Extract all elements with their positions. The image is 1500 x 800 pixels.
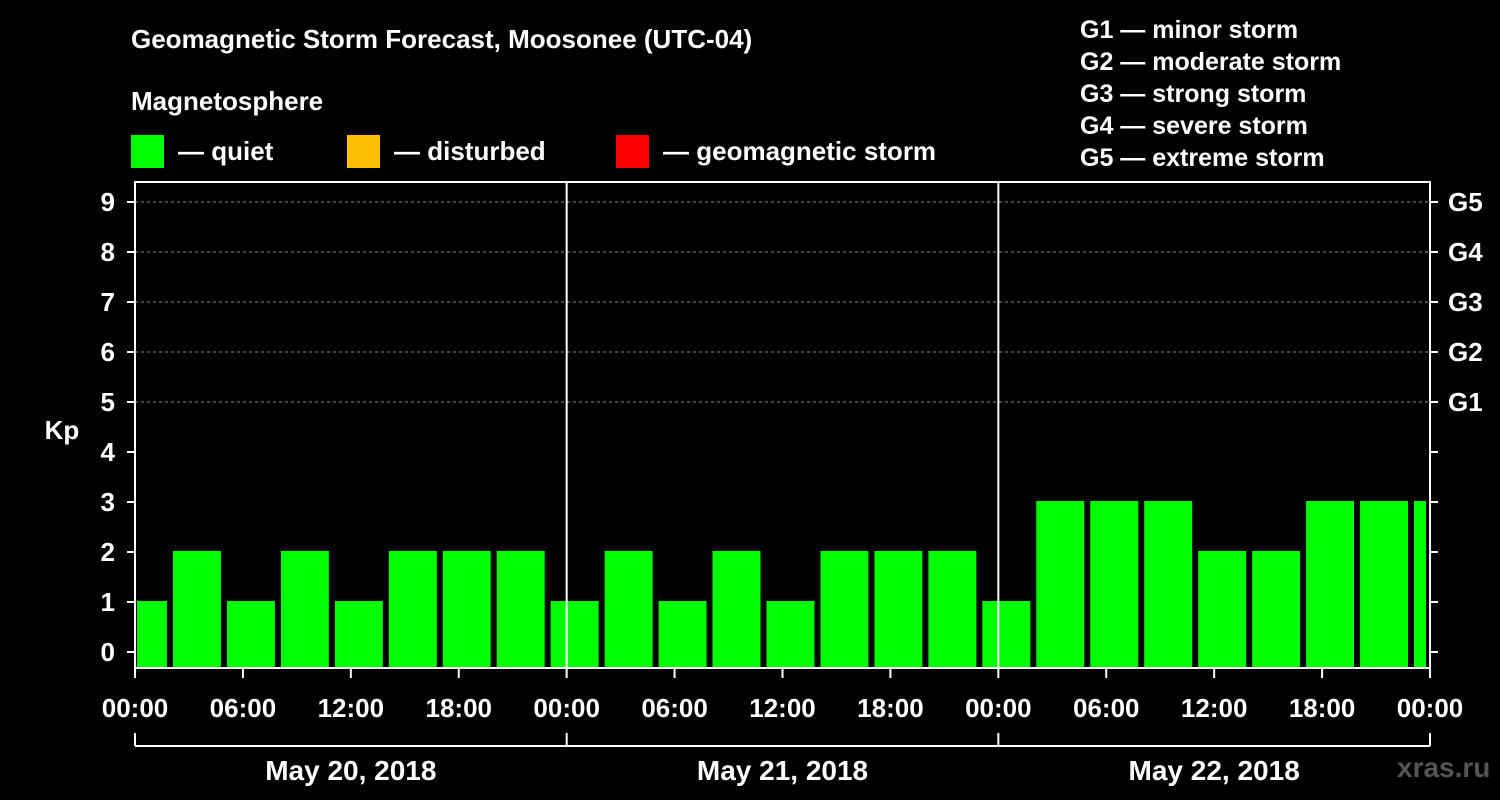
storm-scale-g4: G4 — severe storm bbox=[1080, 112, 1308, 140]
y-tick-label-2: 2 bbox=[101, 537, 115, 567]
y-tick-label-9: 9 bbox=[101, 187, 115, 217]
bar-17 bbox=[1036, 501, 1085, 668]
x-tick-label-3: 18:00 bbox=[426, 693, 493, 723]
x-tick-label-5: 06:00 bbox=[641, 693, 708, 723]
bar-21 bbox=[1252, 551, 1301, 668]
chart-subtitle: Magnetosphere bbox=[131, 86, 324, 116]
x-tick-label-9: 06:00 bbox=[1073, 693, 1140, 723]
legend-swatch-disturbed bbox=[347, 134, 380, 168]
bar-15 bbox=[928, 551, 977, 668]
right-tick-label-G3: G3 bbox=[1448, 287, 1483, 317]
storm-scale-g2: G2 — moderate storm bbox=[1080, 48, 1342, 76]
day-label-0: May 20, 2018 bbox=[265, 755, 436, 786]
x-tick-label-10: 12:00 bbox=[1181, 693, 1248, 723]
bar-24 bbox=[1414, 501, 1426, 668]
x-tick-label-8: 00:00 bbox=[965, 693, 1032, 723]
y-tick-label-1: 1 bbox=[101, 587, 115, 617]
right-tick-label-G4: G4 bbox=[1448, 237, 1483, 267]
bar-18 bbox=[1090, 501, 1139, 668]
right-tick-label-G1: G1 bbox=[1448, 387, 1483, 417]
right-tick-label-G2: G2 bbox=[1448, 337, 1483, 367]
bar-9 bbox=[604, 551, 653, 668]
bar-2 bbox=[226, 601, 275, 668]
legend-item-disturbed: — disturbed bbox=[347, 134, 546, 168]
y-tick-label-6: 6 bbox=[101, 337, 115, 367]
bar-4 bbox=[334, 601, 383, 668]
x-tick-label-12: 00:00 bbox=[1397, 693, 1464, 723]
legend-item-storm: — geomagnetic storm bbox=[616, 134, 936, 168]
bar-6 bbox=[442, 551, 491, 668]
bar-20 bbox=[1198, 551, 1247, 668]
x-tick-label-1: 06:00 bbox=[210, 693, 277, 723]
day-label-2: May 22, 2018 bbox=[1129, 755, 1300, 786]
legend-label-disturbed: — disturbed bbox=[394, 135, 546, 166]
bar-3 bbox=[280, 551, 329, 668]
x-tick-label-7: 18:00 bbox=[857, 693, 924, 723]
y-tick-label-5: 5 bbox=[101, 387, 115, 417]
chart-title: Geomagnetic Storm Forecast, Moosonee (UT… bbox=[131, 24, 753, 54]
right-tick-label-G5: G5 bbox=[1448, 187, 1483, 217]
storm-scale-g1: G1 — minor storm bbox=[1080, 16, 1299, 44]
bar-19 bbox=[1144, 501, 1193, 668]
bar-13 bbox=[820, 551, 869, 668]
legend-swatch-storm bbox=[616, 134, 649, 168]
bar-8 bbox=[550, 601, 599, 668]
y-tick-label-8: 8 bbox=[101, 237, 115, 267]
bar-16 bbox=[982, 601, 1031, 668]
bar-7 bbox=[496, 551, 545, 668]
legend-swatch-quiet bbox=[131, 134, 164, 168]
bar-1 bbox=[172, 551, 221, 668]
bar-11 bbox=[712, 551, 761, 668]
bar-22 bbox=[1306, 501, 1355, 668]
legend-label-storm: — geomagnetic storm bbox=[663, 135, 937, 166]
legend-label-quiet: — quiet bbox=[178, 135, 274, 166]
storm-scale-g3: G3 — strong storm bbox=[1080, 80, 1307, 108]
y-tick-label-7: 7 bbox=[101, 287, 115, 317]
bar-5 bbox=[388, 551, 437, 668]
y-tick-label-4: 4 bbox=[101, 437, 116, 467]
y-tick-label-0: 0 bbox=[101, 637, 115, 667]
y-tick-label-3: 3 bbox=[101, 487, 115, 517]
y-axis-label: Kp bbox=[45, 415, 80, 445]
storm-scale-g5: G5 — extreme storm bbox=[1080, 144, 1325, 172]
x-tick-label-11: 18:00 bbox=[1289, 693, 1356, 723]
day-label-1: May 21, 2018 bbox=[697, 755, 868, 786]
x-tick-label-4: 00:00 bbox=[533, 693, 600, 723]
storm-scale-list: G1 — minor storm G2 — moderate storm G3 … bbox=[1080, 14, 1341, 174]
bar-12 bbox=[766, 601, 815, 668]
bar-0 bbox=[137, 601, 167, 668]
x-tick-label-0: 00:00 bbox=[102, 693, 169, 723]
bar-10 bbox=[658, 601, 707, 668]
x-tick-label-6: 12:00 bbox=[749, 693, 816, 723]
legend-item-quiet: — quiet bbox=[131, 134, 273, 168]
watermark: xras.ru bbox=[1397, 752, 1491, 783]
bar-14 bbox=[874, 551, 923, 668]
bar-23 bbox=[1360, 501, 1409, 668]
x-tick-label-2: 12:00 bbox=[318, 693, 385, 723]
